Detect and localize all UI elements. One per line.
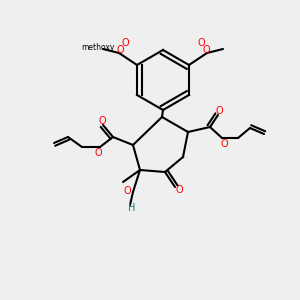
Text: O: O [94,148,102,158]
Text: H: H [128,203,136,213]
Text: methoxy: methoxy [81,44,115,52]
Text: O: O [215,106,223,116]
Text: O: O [202,45,210,55]
Text: O: O [197,38,205,48]
Text: O: O [123,186,131,196]
Text: O: O [98,116,106,126]
Text: O: O [220,139,228,149]
Text: O: O [116,45,124,55]
Text: O: O [175,185,183,195]
Text: O: O [121,38,129,48]
